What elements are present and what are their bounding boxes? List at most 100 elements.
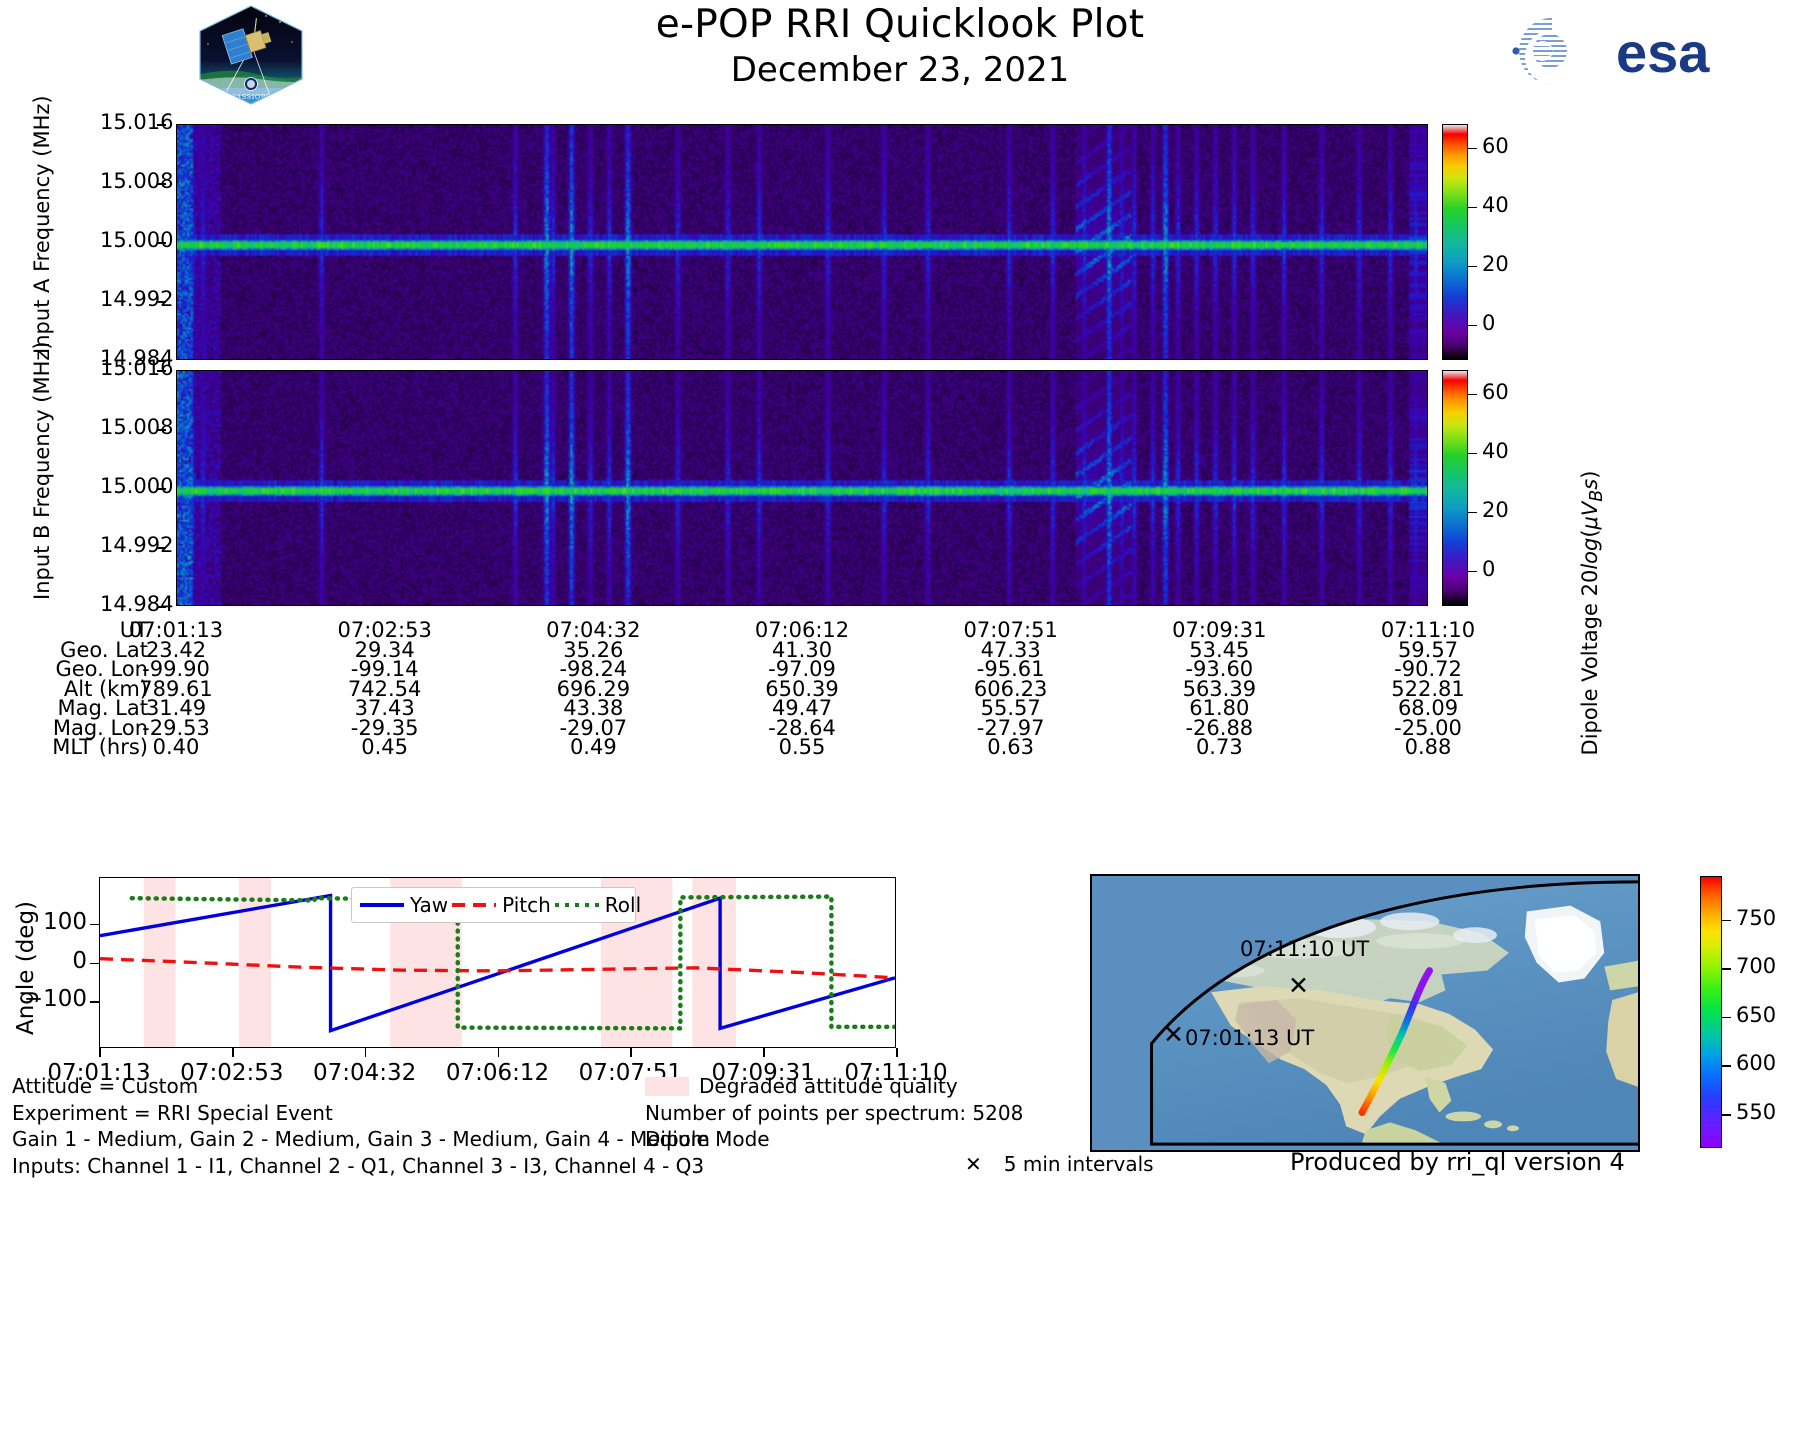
ephemeris-cell: -95.61 <box>976 657 1045 681</box>
ephemeris-cell: 0.55 <box>778 735 826 759</box>
altitude-tick-label: 650 <box>1736 1002 1777 1027</box>
ephemeris-cell: 522.81 <box>1391 676 1465 701</box>
colorbar-tick-label: 20 <box>1482 251 1509 276</box>
ytick-label: 15.000 <box>100 474 174 498</box>
ephemeris-cell: -99.90 <box>142 657 210 681</box>
attitude-xtick-label: 07:06:12 <box>445 1060 550 1086</box>
colorbar-tick-mark <box>1468 324 1477 327</box>
legend-swatch-pitch <box>452 903 497 907</box>
attitude-xtick-mark <box>497 1048 500 1057</box>
spectrogram-b-colorbar <box>1442 370 1468 606</box>
altitude-tick-mark <box>1722 919 1731 922</box>
ephemeris-cell: 55.57 <box>980 696 1041 720</box>
altitude-tick-label: 700 <box>1736 954 1777 979</box>
footer-gains: Gain 1 - Medium, Gain 2 - Medium, Gain 3… <box>12 1127 711 1151</box>
ephemeris-row: MLT (hrs) 0.40 0.45 0.49 0.55 0.63 0.73 0.88 <box>0 735 1800 759</box>
title-block: e-POP RRI Quicklook Plot December 23, 20… <box>0 2 1800 92</box>
points-per-spectrum: Number of points per spectrum: 5208 <box>645 1100 1024 1125</box>
ground-track-map-svg <box>1150 880 1638 1146</box>
ephemeris-cell: 606.23 <box>973 676 1048 701</box>
spectrogram-a-yticks: 15.016 15.008 15.000 14.992 14.984 <box>62 110 173 370</box>
altitude-tick-mark <box>1722 968 1731 970</box>
ephemeris-cell: 37.43 <box>354 696 415 720</box>
map-interval-marker-start: ✕ <box>1163 1020 1184 1049</box>
degraded-attitude-band <box>239 878 271 1047</box>
ephemeris-cell: -29.35 <box>350 715 419 740</box>
colorbar-tick-label: 0 <box>1482 310 1496 335</box>
interval-label: 5 min intervals <box>1003 1152 1154 1176</box>
ytick-label: 14.984 <box>100 346 174 370</box>
colorbar-tick-mark <box>1468 265 1477 268</box>
altitude-tick-mark <box>1722 1065 1731 1068</box>
attitude-xtick-mark <box>763 1048 765 1057</box>
legend-label-roll: Roll <box>604 893 642 917</box>
ephemeris-cell: 07:09:31 <box>1172 618 1267 642</box>
ephemeris-cell: 23.42 <box>145 637 207 662</box>
spectrogram-a-colorbar-ticks: 60 40 20 0 <box>1468 124 1538 360</box>
ephemeris-row-label: Geo. Lon <box>55 657 148 681</box>
ephemeris-cell: 61.80 <box>1189 696 1250 720</box>
colorbar-tick-label: 20 <box>1482 497 1509 522</box>
ephemeris-cell: 563.39 <box>1182 676 1257 701</box>
ephemeris-cell: 0.63 <box>987 735 1035 759</box>
ephemeris-cell: 07:06:12 <box>754 618 850 642</box>
ephemeris-cell: 0.45 <box>361 735 409 759</box>
attitude-xtick-label: 07:04:32 <box>313 1060 417 1086</box>
ytick-label: 15.016 <box>100 110 174 134</box>
ephemeris-cell: 742.54 <box>347 676 422 701</box>
attitude-ytick-label: −100 <box>23 986 87 1013</box>
ephemeris-row: Mag. Lat 31.49 37.43 43.38 49.47 55.57 61.80 68… <box>0 696 1800 720</box>
altitude-colorbar-ticks: 750 700 650 600 550 <box>1722 876 1800 1148</box>
ephemeris-cell: 650.39 <box>765 676 839 701</box>
ephemeris-cell: 68.09 <box>1397 696 1459 720</box>
attitude-xtick-mark <box>364 1048 367 1057</box>
altitude-tick-mark <box>1722 1016 1731 1019</box>
attitude-ytick-label: 100 <box>43 908 87 935</box>
cassiope-logo-text: CASSIOPE <box>231 93 271 101</box>
ephemeris-cell: 07:01:13 <box>128 618 224 642</box>
ephemeris-cell: 0.40 <box>152 735 200 759</box>
footer-left-text: Attitude = Custom Experiment = RRI Speci… <box>12 1073 710 1179</box>
page-title: e-POP RRI Quicklook Plot <box>655 2 1145 47</box>
map-interval-marker-mid: ✕ <box>1288 971 1309 1000</box>
attitude-ytick-label: 0 <box>72 947 87 974</box>
altitude-tick-label: 550 <box>1736 1100 1777 1124</box>
ytick-mark <box>157 242 166 244</box>
ephemeris-cell: -93.60 <box>1185 657 1254 681</box>
spectrogram-b-panel <box>176 370 1428 606</box>
altitude-tick-label: 750 <box>1736 905 1777 930</box>
ytick-label: 14.992 <box>100 533 174 557</box>
ytick-mark <box>157 488 166 490</box>
ground-track-line <box>1358 967 1434 1116</box>
degraded-quality-legend: Degraded attitude quality <box>645 1073 1023 1100</box>
colorbar-tick-mark <box>1468 393 1477 396</box>
ephemeris-cell: 0.73 <box>1195 735 1243 759</box>
attitude-xtick-label: 07:02:53 <box>180 1060 284 1086</box>
produced-by-label: Produced by rri_ql version 4 <box>1290 1148 1625 1176</box>
attitude-ytick-mark <box>90 962 99 965</box>
cassiope-logo: CASSIOPE <box>196 4 306 106</box>
attitude-xtick-mark <box>231 1048 234 1057</box>
ephemeris-cell: -25.00 <box>1394 715 1462 740</box>
map-footnote: ✕ 5 min intervals <box>965 1152 1154 1176</box>
ephemeris-row-label: Geo. Lat <box>60 637 148 662</box>
degraded-attitude-band <box>692 878 737 1047</box>
ytick-label: 15.008 <box>100 415 174 439</box>
ephemeris-cell: 0.88 <box>1404 735 1452 759</box>
ephemeris-row-label: Mag. Lat <box>57 696 148 720</box>
ytick-mark <box>157 547 166 549</box>
colorbar-tick-mark <box>1468 570 1477 573</box>
ephemeris-cell: 53.45 <box>1189 637 1250 662</box>
ephemeris-row: UT 07:01:13 07:02:53 07:04:32 07:06:12 07:07:… <box>0 618 1800 642</box>
attitude-xtick-mark <box>99 1048 101 1057</box>
colorbar-tick-mark <box>1468 511 1477 514</box>
esa-logo-text: esa <box>1616 21 1710 84</box>
ephemeris-cell: -97.09 <box>768 657 836 681</box>
spectrogram-b-yticks: 15.016 15.008 15.000 14.992 14.984 <box>62 356 174 616</box>
legend-item-roll: Roll <box>554 893 642 917</box>
ephemeris-cell: 31.49 <box>145 696 207 720</box>
legend-label-pitch: Pitch <box>502 893 551 917</box>
attitude-ytick-mark <box>90 923 99 926</box>
ephemeris-cell: 0.49 <box>569 735 617 759</box>
attitude-xtick-mark <box>630 1048 633 1057</box>
